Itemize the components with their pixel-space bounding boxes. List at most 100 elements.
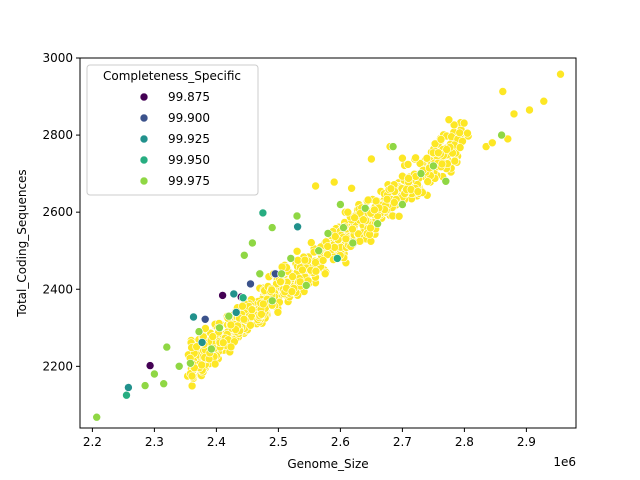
scatter-point bbox=[430, 139, 440, 149]
y-tick-label: 2400 bbox=[42, 282, 73, 296]
scatter-point bbox=[246, 320, 255, 330]
scatter-point bbox=[343, 207, 353, 217]
scatter-point bbox=[459, 118, 469, 128]
scatter-point bbox=[218, 338, 228, 348]
y-tick-label: 3000 bbox=[42, 51, 73, 65]
scatter-point bbox=[330, 232, 340, 241]
scatter-point bbox=[301, 281, 311, 290]
scatter-point bbox=[389, 198, 399, 207]
scatter-point bbox=[455, 143, 465, 152]
scatter-point bbox=[267, 296, 277, 306]
scatter-point bbox=[450, 156, 460, 166]
scatter-point bbox=[442, 145, 452, 154]
scatter-point bbox=[208, 332, 217, 341]
scatter-point bbox=[238, 301, 247, 311]
scatter-point bbox=[348, 238, 358, 248]
scatter-point bbox=[267, 223, 277, 232]
scatter-point bbox=[348, 224, 357, 234]
scatter-point bbox=[92, 412, 101, 422]
scatter-point bbox=[174, 361, 184, 371]
x-tick-label: 2.5 bbox=[269, 435, 288, 449]
scatter-point bbox=[398, 153, 407, 163]
scatter-point bbox=[359, 215, 368, 224]
scatter-point bbox=[339, 223, 348, 232]
scatter-point bbox=[497, 130, 506, 140]
x-axis-label: Genome_Size bbox=[287, 457, 368, 471]
x-tick-label: 2.4 bbox=[207, 435, 226, 449]
scatter-point bbox=[429, 161, 438, 171]
scatter-point bbox=[306, 238, 316, 247]
scatter-point bbox=[413, 187, 423, 196]
scatter-point bbox=[347, 184, 356, 193]
scatter-point bbox=[145, 361, 155, 370]
scatter-point bbox=[186, 358, 195, 368]
legend-marker bbox=[139, 92, 149, 102]
scatter-point bbox=[238, 293, 248, 303]
legend-title: Completeness_Specific bbox=[103, 69, 241, 83]
legend-entry-label: 99.950 bbox=[168, 153, 210, 167]
scatter-point bbox=[373, 219, 382, 228]
scatter-point bbox=[556, 69, 565, 79]
y-tick-label: 2600 bbox=[42, 205, 73, 219]
scatter-point bbox=[463, 128, 472, 138]
scatter-point bbox=[433, 148, 443, 158]
scatter-point bbox=[311, 258, 320, 267]
scatter-point bbox=[276, 277, 285, 287]
scatter-point bbox=[416, 169, 426, 178]
scatter-point bbox=[273, 307, 283, 317]
scatter-point bbox=[320, 269, 330, 279]
scatter-point bbox=[292, 247, 302, 256]
scatter-point bbox=[140, 381, 150, 390]
scatter-point bbox=[122, 390, 131, 400]
scatter-point bbox=[423, 177, 433, 186]
scatter-point bbox=[197, 360, 206, 370]
scatter-point bbox=[449, 120, 459, 130]
scatter-point bbox=[246, 279, 255, 289]
scatter-point bbox=[300, 255, 310, 265]
legend-entry-label: 99.875 bbox=[168, 90, 210, 104]
scatter-point bbox=[150, 369, 159, 379]
scatter-point bbox=[162, 342, 172, 352]
scatter-point bbox=[247, 305, 257, 315]
scatter-point bbox=[189, 312, 198, 322]
scatter-point bbox=[258, 208, 268, 218]
legend: Completeness_Specific 99.875 99.900 99.925… bbox=[86, 64, 259, 196]
scatter-point bbox=[332, 254, 342, 263]
scatter-point bbox=[277, 269, 286, 279]
scatter-point bbox=[239, 314, 249, 324]
scatter-point bbox=[382, 194, 392, 204]
scatter-point bbox=[403, 160, 413, 169]
legend-marker bbox=[139, 176, 149, 186]
scatter-point bbox=[498, 87, 508, 96]
scatter-point bbox=[367, 154, 376, 164]
scatter-point bbox=[329, 177, 339, 187]
scatter-point bbox=[363, 195, 373, 205]
x-tick-label: 2.3 bbox=[145, 435, 164, 449]
scatter-point bbox=[194, 327, 204, 336]
scatter-points-series bbox=[92, 130, 506, 422]
scatter-point bbox=[411, 153, 420, 163]
scatter-point bbox=[441, 177, 451, 186]
legend-entry-label: 99.925 bbox=[168, 132, 210, 146]
scatter-point bbox=[298, 265, 307, 275]
x-axis-offset-label: 1e6 bbox=[553, 455, 576, 469]
scatter-point bbox=[187, 371, 197, 381]
scatter-point bbox=[226, 342, 236, 352]
scatter-point bbox=[323, 229, 333, 238]
scatter-point bbox=[539, 96, 549, 106]
scatter-point bbox=[487, 138, 497, 148]
scatter-point bbox=[336, 200, 345, 209]
scatter-point bbox=[481, 142, 491, 151]
legend-entries: 99.875 99.900 99.925 99.950 99.975 bbox=[139, 90, 210, 188]
plot-frame bbox=[79, 57, 577, 429]
y-axis: 2200 2400 2600 2800 3000 bbox=[42, 51, 80, 373]
scatter-point bbox=[210, 359, 220, 369]
scatter-point bbox=[350, 213, 359, 222]
scatter-point bbox=[311, 181, 320, 191]
scatter-point bbox=[525, 105, 534, 115]
scatter-point bbox=[355, 237, 365, 246]
scatter-point bbox=[341, 234, 351, 244]
scatter-points-cloud bbox=[183, 69, 565, 391]
scatter-point bbox=[240, 251, 249, 260]
